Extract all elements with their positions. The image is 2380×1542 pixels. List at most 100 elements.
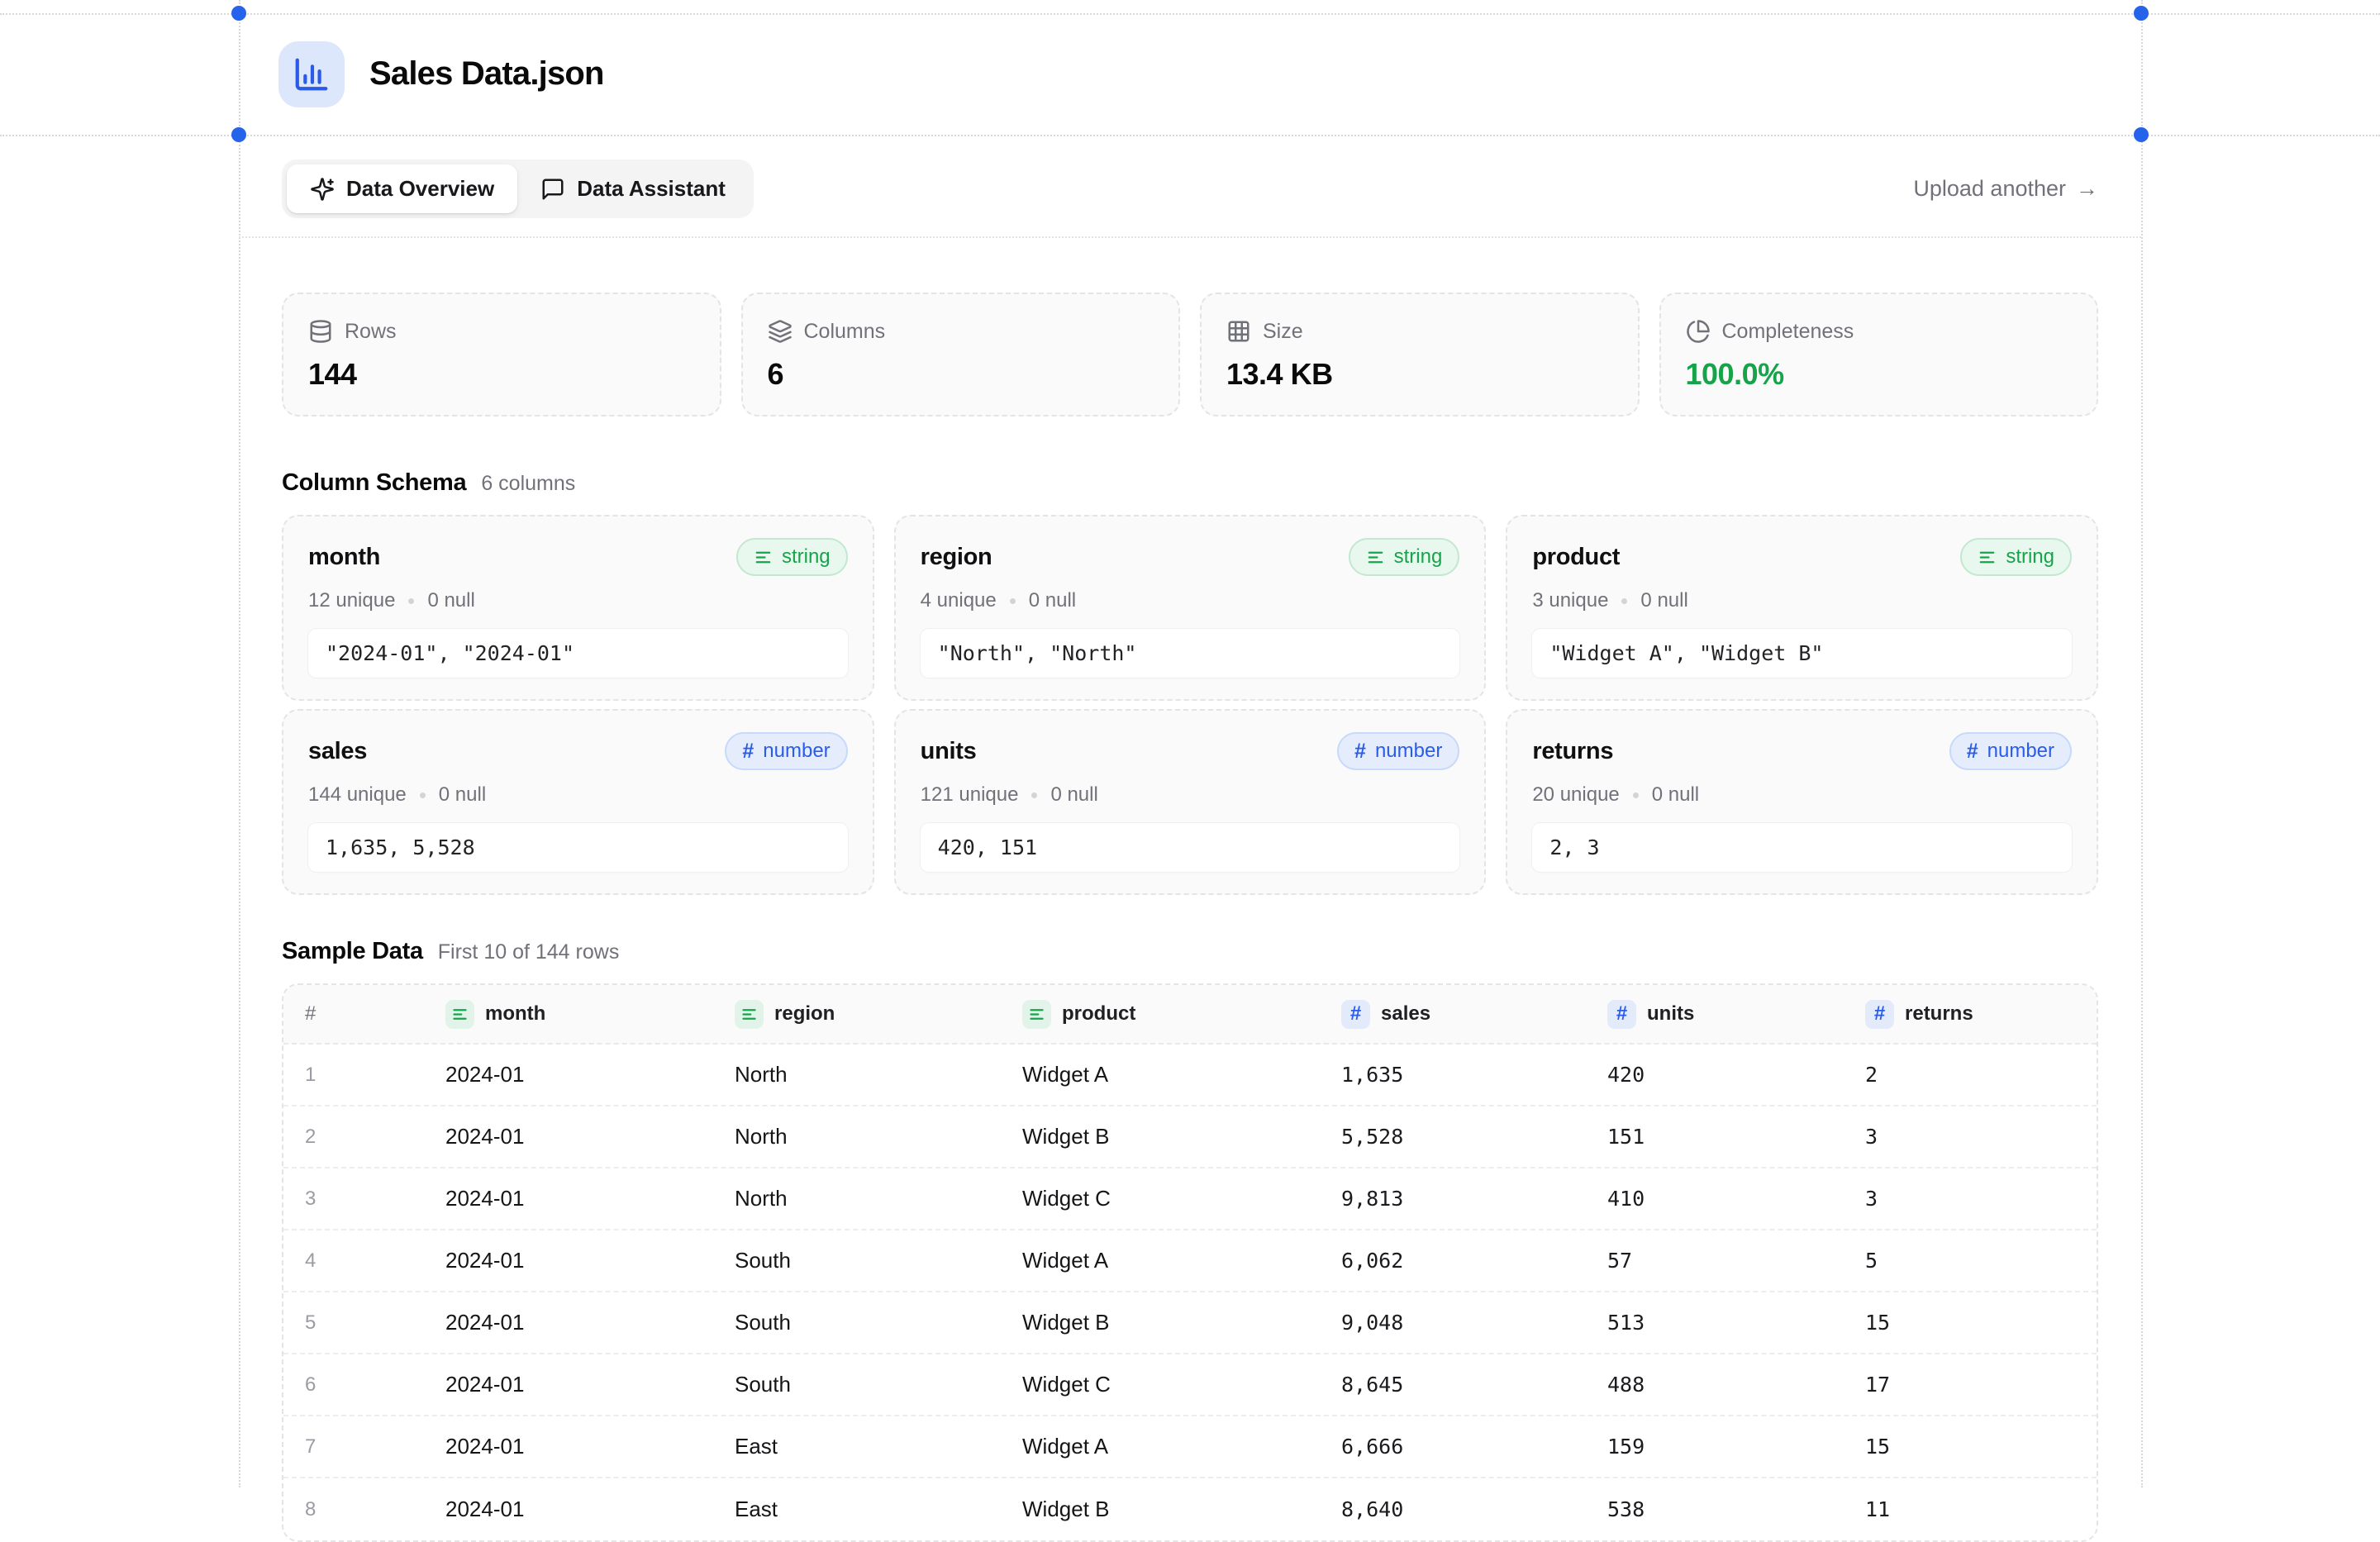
cell-sales: 8,645: [1341, 1373, 1607, 1397]
cell-units: 488: [1607, 1373, 1865, 1397]
cell-region: East: [735, 1434, 1022, 1459]
cell-region: South: [735, 1372, 1022, 1397]
column-header-label: returns: [1905, 1002, 1973, 1026]
upload-another-label: Upload another: [1913, 176, 2066, 202]
cell-returns: 15: [1865, 1311, 2097, 1335]
column-name: region: [921, 544, 992, 571]
schema-card-product: product string 3 unique 0 null "Widget A…: [1506, 515, 2098, 701]
cell-returns: 17: [1865, 1373, 2097, 1397]
table-row: 7 2024-01 East Widget A 6,666 159 15: [283, 1416, 2097, 1478]
column-name: returns: [1532, 738, 1613, 765]
cell-sales: 1,635: [1341, 1063, 1607, 1087]
cell-returns: 3: [1865, 1187, 2097, 1211]
stat-value: 100.0%: [1686, 357, 2073, 392]
cell-returns: 11: [1865, 1497, 2097, 1521]
hash-icon: #: [1616, 1004, 1627, 1024]
type-label: number: [1987, 740, 2054, 763]
cell-region: South: [735, 1310, 1022, 1335]
tabs-row: Data Overview Data Assistant Upload anot…: [239, 135, 2141, 238]
upload-another-link[interactable]: Upload another →: [1913, 176, 2098, 202]
schema-card-month: month string 12 unique 0 null "2024-01",…: [282, 515, 874, 701]
string-type-chip: [445, 1000, 474, 1029]
tab-data-assistant[interactable]: Data Assistant: [517, 164, 749, 213]
row-index: 7: [305, 1435, 445, 1459]
column-name: sales: [308, 738, 367, 765]
null-count: 0 null: [1029, 589, 1076, 612]
text-icon: [1028, 1006, 1045, 1023]
cell-month: 2024-01: [445, 1497, 735, 1522]
column-header-region: region: [735, 1000, 1022, 1029]
schema-card-returns: returns # number 20 unique 0 null 2, 3: [1506, 709, 2098, 895]
stat-value: 144: [308, 357, 695, 392]
unique-count: 20 unique: [1532, 783, 1619, 807]
type-badge-string: string: [736, 538, 848, 576]
stat-label: Rows: [345, 320, 397, 344]
type-label: number: [763, 740, 830, 763]
cell-returns: 2: [1865, 1063, 2097, 1087]
tab-data-overview[interactable]: Data Overview: [287, 164, 517, 213]
cell-sales: 5,528: [1341, 1125, 1607, 1149]
table-row: 2 2024-01 North Widget B 5,528 151 3: [283, 1107, 2097, 1168]
cell-returns: 5: [1865, 1249, 2097, 1273]
cell-sales: 6,062: [1341, 1249, 1607, 1273]
cell-region: North: [735, 1124, 1022, 1149]
cell-product: Widget B: [1022, 1124, 1341, 1149]
message-square-icon: [540, 177, 565, 202]
hash-icon: #: [1967, 741, 1978, 762]
cell-month: 2024-01: [445, 1372, 735, 1397]
row-index: 1: [305, 1064, 445, 1087]
number-type-chip: #: [1865, 1000, 1894, 1029]
cell-units: 57: [1607, 1249, 1865, 1273]
string-type-chip: [735, 1000, 764, 1029]
dot-separator: [420, 792, 426, 798]
tabbar: Data Overview Data Assistant: [282, 159, 754, 218]
page-title: Sales Data.json: [369, 55, 604, 93]
tab-label: Data Assistant: [577, 176, 726, 202]
column-header-label: units: [1647, 1002, 1694, 1026]
cell-product: Widget C: [1022, 1372, 1341, 1397]
stats-section: Rows 144 Columns 6: [239, 293, 2141, 416]
guide-dot: [2134, 6, 2149, 21]
row-index: 2: [305, 1126, 445, 1149]
text-icon: [1366, 548, 1385, 567]
sample-values: "2024-01", "2024-01": [308, 629, 848, 678]
stat-value: 13.4 KB: [1226, 357, 1613, 392]
table-row: 8 2024-01 East Widget B 8,640 538 11: [283, 1478, 2097, 1540]
type-badge-number: # number: [725, 732, 847, 770]
cell-product: Widget B: [1022, 1310, 1341, 1335]
stat-card-size: Size 13.4 KB: [1200, 293, 1640, 416]
cell-units: 410: [1607, 1187, 1865, 1211]
dot-separator: [1633, 792, 1639, 798]
schema-card-region: region string 4 unique 0 null "North", "…: [894, 515, 1487, 701]
type-badge-number: # number: [1337, 732, 1459, 770]
cell-product: Widget A: [1022, 1434, 1341, 1459]
layers-icon: [768, 319, 793, 344]
cell-month: 2024-01: [445, 1248, 735, 1273]
cell-region: North: [735, 1186, 1022, 1211]
arrow-right-icon: →: [2076, 176, 2098, 202]
type-label: string: [1394, 545, 1443, 569]
guide-dot: [2134, 127, 2149, 142]
null-count: 0 null: [427, 589, 474, 612]
right-guide-line: [2141, 0, 2143, 1487]
sample-values: 420, 151: [921, 823, 1460, 872]
sample-data-section: Sample Data First 10 of 144 rows # month…: [239, 938, 2141, 1542]
column-header-product: product: [1022, 1000, 1341, 1029]
cell-units: 538: [1607, 1497, 1865, 1521]
unique-count: 12 unique: [308, 589, 395, 612]
row-index: 8: [305, 1498, 445, 1521]
column-header-label: product: [1062, 1002, 1135, 1026]
hash-icon: #: [742, 741, 754, 762]
stat-label: Size: [1263, 320, 1303, 344]
cell-product: Widget B: [1022, 1497, 1341, 1522]
column-header-returns: # returns: [1865, 1000, 2097, 1029]
cell-product: Widget A: [1022, 1062, 1341, 1087]
text-icon: [754, 548, 773, 567]
cell-product: Widget A: [1022, 1248, 1341, 1273]
hash-icon: #: [1354, 741, 1366, 762]
cell-returns: 15: [1865, 1435, 2097, 1459]
cell-month: 2024-01: [445, 1310, 735, 1335]
schema-title: Column Schema: [282, 469, 466, 497]
null-count: 0 null: [439, 783, 486, 807]
schema-grid: month string 12 unique 0 null "2024-01",…: [282, 515, 2098, 895]
